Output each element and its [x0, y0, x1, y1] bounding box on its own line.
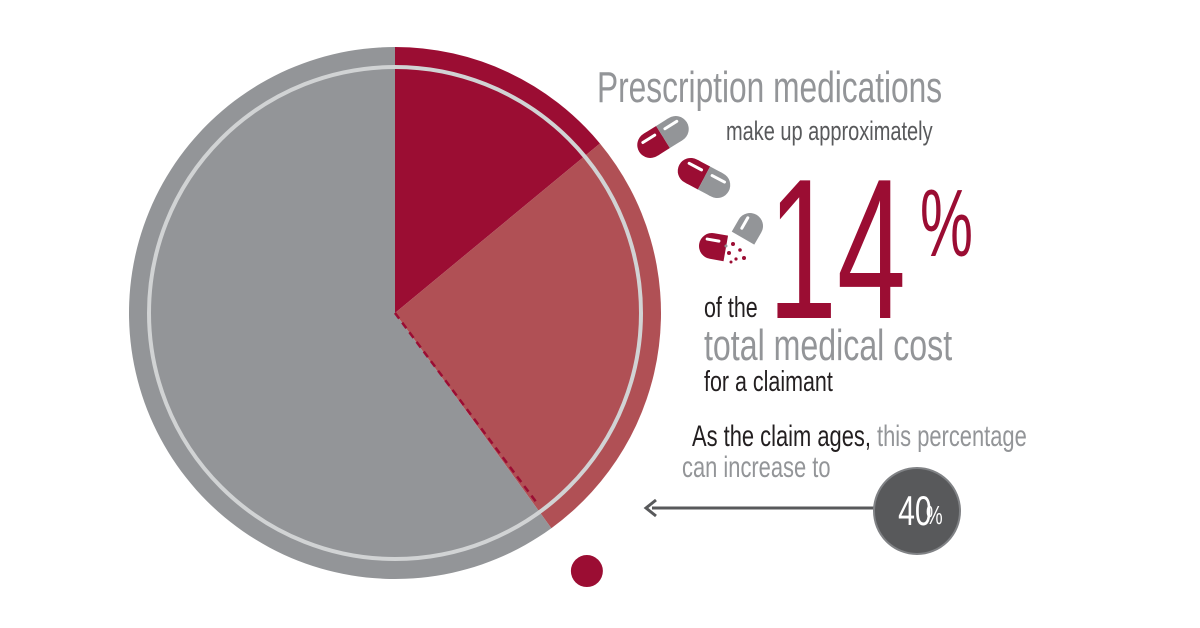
increase-dashed-line: [393, 312, 537, 503]
pill-capsule-icon: [677, 157, 731, 199]
total-medical-cost-text: total medical cost: [704, 321, 953, 370]
big-percent-sign: %: [920, 170, 973, 277]
pie-slice-2: [395, 143, 661, 529]
arrow: [643, 498, 874, 518]
pie-slice-1: [395, 47, 600, 313]
claim-ages-text: As the claim ages, this percentage: [692, 422, 1151, 452]
big-number: 14: [768, 138, 906, 361]
pie-inner-ring: [147, 65, 643, 561]
of-the-text: of the: [704, 292, 758, 324]
open-capsule-icon: [699, 213, 763, 264]
headline: Prescription medications: [597, 63, 943, 112]
can-increase-text: can increase to: [682, 451, 831, 484]
increase-marker-dot: [570, 555, 603, 588]
badge-percent-sign: %: [925, 499, 943, 530]
claim-ages-part1: As the claim ages,: [692, 420, 871, 453]
pie-slices: [129, 47, 661, 579]
subline: make up approximately: [726, 116, 933, 146]
claim-ages-part2: this percentage: [870, 420, 1027, 453]
badge-number: 40: [898, 487, 932, 534]
for-claimant-text: for a claimant: [704, 366, 833, 398]
pill-capsule-icon: [637, 116, 689, 158]
pie-slice-3: [129, 47, 552, 579]
badge-40-percent: 40%: [874, 468, 960, 554]
badge-circle: [873, 467, 961, 555]
